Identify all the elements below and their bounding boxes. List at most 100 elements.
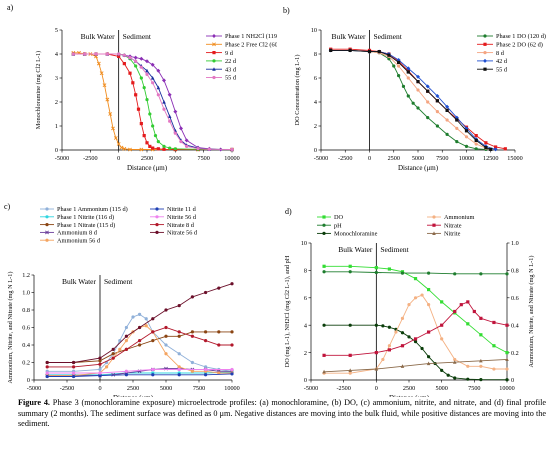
y-axis-title: DO (mg L-1), NH2Cl (mg Cl2 L-1), and pH (284, 255, 291, 367)
y-axis-title: Monochloramine (mg Cl2 L-1) (35, 51, 42, 130)
data-point (479, 272, 483, 276)
y-tick-label: 6 (314, 75, 317, 82)
series-group (45, 372, 234, 379)
data-point (139, 56, 144, 61)
data-point (173, 131, 177, 135)
data-point (122, 53, 126, 57)
x-tick-label: -5000 (27, 385, 41, 392)
series-line (73, 53, 233, 150)
data-point (435, 99, 439, 103)
data-point (151, 367, 155, 372)
series-line (330, 49, 491, 150)
data-point (72, 374, 76, 379)
x-axis-title: Distance (μm) (398, 164, 439, 172)
series-group (71, 52, 234, 152)
data-point (322, 270, 326, 274)
y2-tick-label: 0.6 (511, 295, 519, 302)
panel-label: a) (7, 3, 14, 12)
data-point (177, 334, 181, 338)
y-tick-label: 10 (301, 240, 307, 247)
chart-a-svg: a) Bulk Water Sediment -5000 -2500 0 2500 5000 7… (7, 3, 285, 172)
data-point (148, 112, 152, 116)
data-point (230, 343, 234, 347)
data-point (440, 323, 444, 327)
x-tick-label: 2500 (388, 155, 400, 162)
data-point (124, 334, 128, 338)
data-point (177, 330, 181, 334)
x-tick-label: -5000 (304, 385, 318, 392)
data-point (204, 339, 208, 343)
data-point (164, 334, 168, 338)
data-point (230, 367, 234, 372)
series-line (73, 53, 233, 150)
data-point (426, 361, 431, 366)
data-point (179, 126, 183, 131)
legend-swatch-marker (483, 51, 487, 55)
data-point (151, 330, 155, 334)
data-point (387, 325, 391, 329)
data-point (416, 88, 420, 92)
legend-swatch-marker (212, 51, 216, 55)
data-point (204, 330, 208, 334)
data-point (145, 72, 149, 76)
series-group (322, 323, 509, 382)
legend-label: Nitrate (444, 222, 462, 229)
data-point (168, 146, 172, 150)
data-point (204, 367, 208, 372)
data-point (177, 365, 181, 369)
y-tick-label: 0 (55, 147, 58, 154)
data-point (400, 364, 405, 368)
y-tick-label: 4 (314, 99, 317, 106)
data-point (105, 97, 110, 102)
data-point (427, 287, 431, 292)
data-point (117, 52, 121, 56)
data-point (381, 324, 385, 328)
data-point (505, 357, 509, 362)
data-point (131, 81, 135, 85)
data-point (427, 303, 431, 307)
data-point (406, 76, 410, 80)
data-point (387, 348, 391, 352)
legend-label: 9 d (225, 50, 234, 57)
legend-swatch-marker (45, 238, 49, 242)
sediment-label: Sediment (380, 245, 409, 254)
legend-swatch-marker (432, 215, 436, 219)
data-point (425, 84, 430, 89)
data-point (156, 93, 160, 97)
data-point (45, 374, 49, 379)
data-point (427, 355, 431, 359)
series-group (329, 48, 488, 151)
x-tick-label: 10000 (224, 155, 239, 162)
data-point (139, 122, 143, 126)
y2-tick-label: 0.8 (511, 268, 519, 275)
x-tick-label: 2500 (141, 155, 153, 162)
data-point (505, 351, 509, 355)
data-point (445, 104, 450, 109)
data-point (167, 92, 172, 97)
series-group (322, 357, 509, 374)
data-point (479, 364, 483, 368)
data-point (162, 78, 166, 83)
data-point (139, 76, 143, 80)
data-point (387, 344, 391, 348)
legend-label: Phase 1 Nitrate (115 d) (57, 222, 115, 229)
series-line (47, 283, 233, 363)
data-point (71, 52, 75, 56)
bulk-water-label: Bulk Water (338, 245, 373, 254)
data-point (453, 357, 457, 362)
data-point (177, 304, 181, 308)
legend-label: Nitrite 56 d (167, 214, 197, 221)
data-point (113, 136, 118, 140)
data-point (156, 147, 160, 151)
data-point (168, 119, 172, 123)
data-point (329, 48, 333, 52)
data-point (105, 52, 109, 56)
data-point (156, 68, 161, 73)
data-point (207, 147, 211, 151)
legend-label: Nitrate 56 d (167, 230, 198, 237)
chart-b-svg: b) Bulk Water Sediment -5000 -2500 0 2500 5000 7… (283, 6, 546, 172)
y-axis-title: Ammonium, Nitrite, and Nitrate (mg N L-1… (7, 272, 14, 384)
x-tick-label: 0 (368, 155, 371, 162)
data-point (503, 147, 507, 151)
x-tick-label: 2500 (403, 385, 415, 392)
